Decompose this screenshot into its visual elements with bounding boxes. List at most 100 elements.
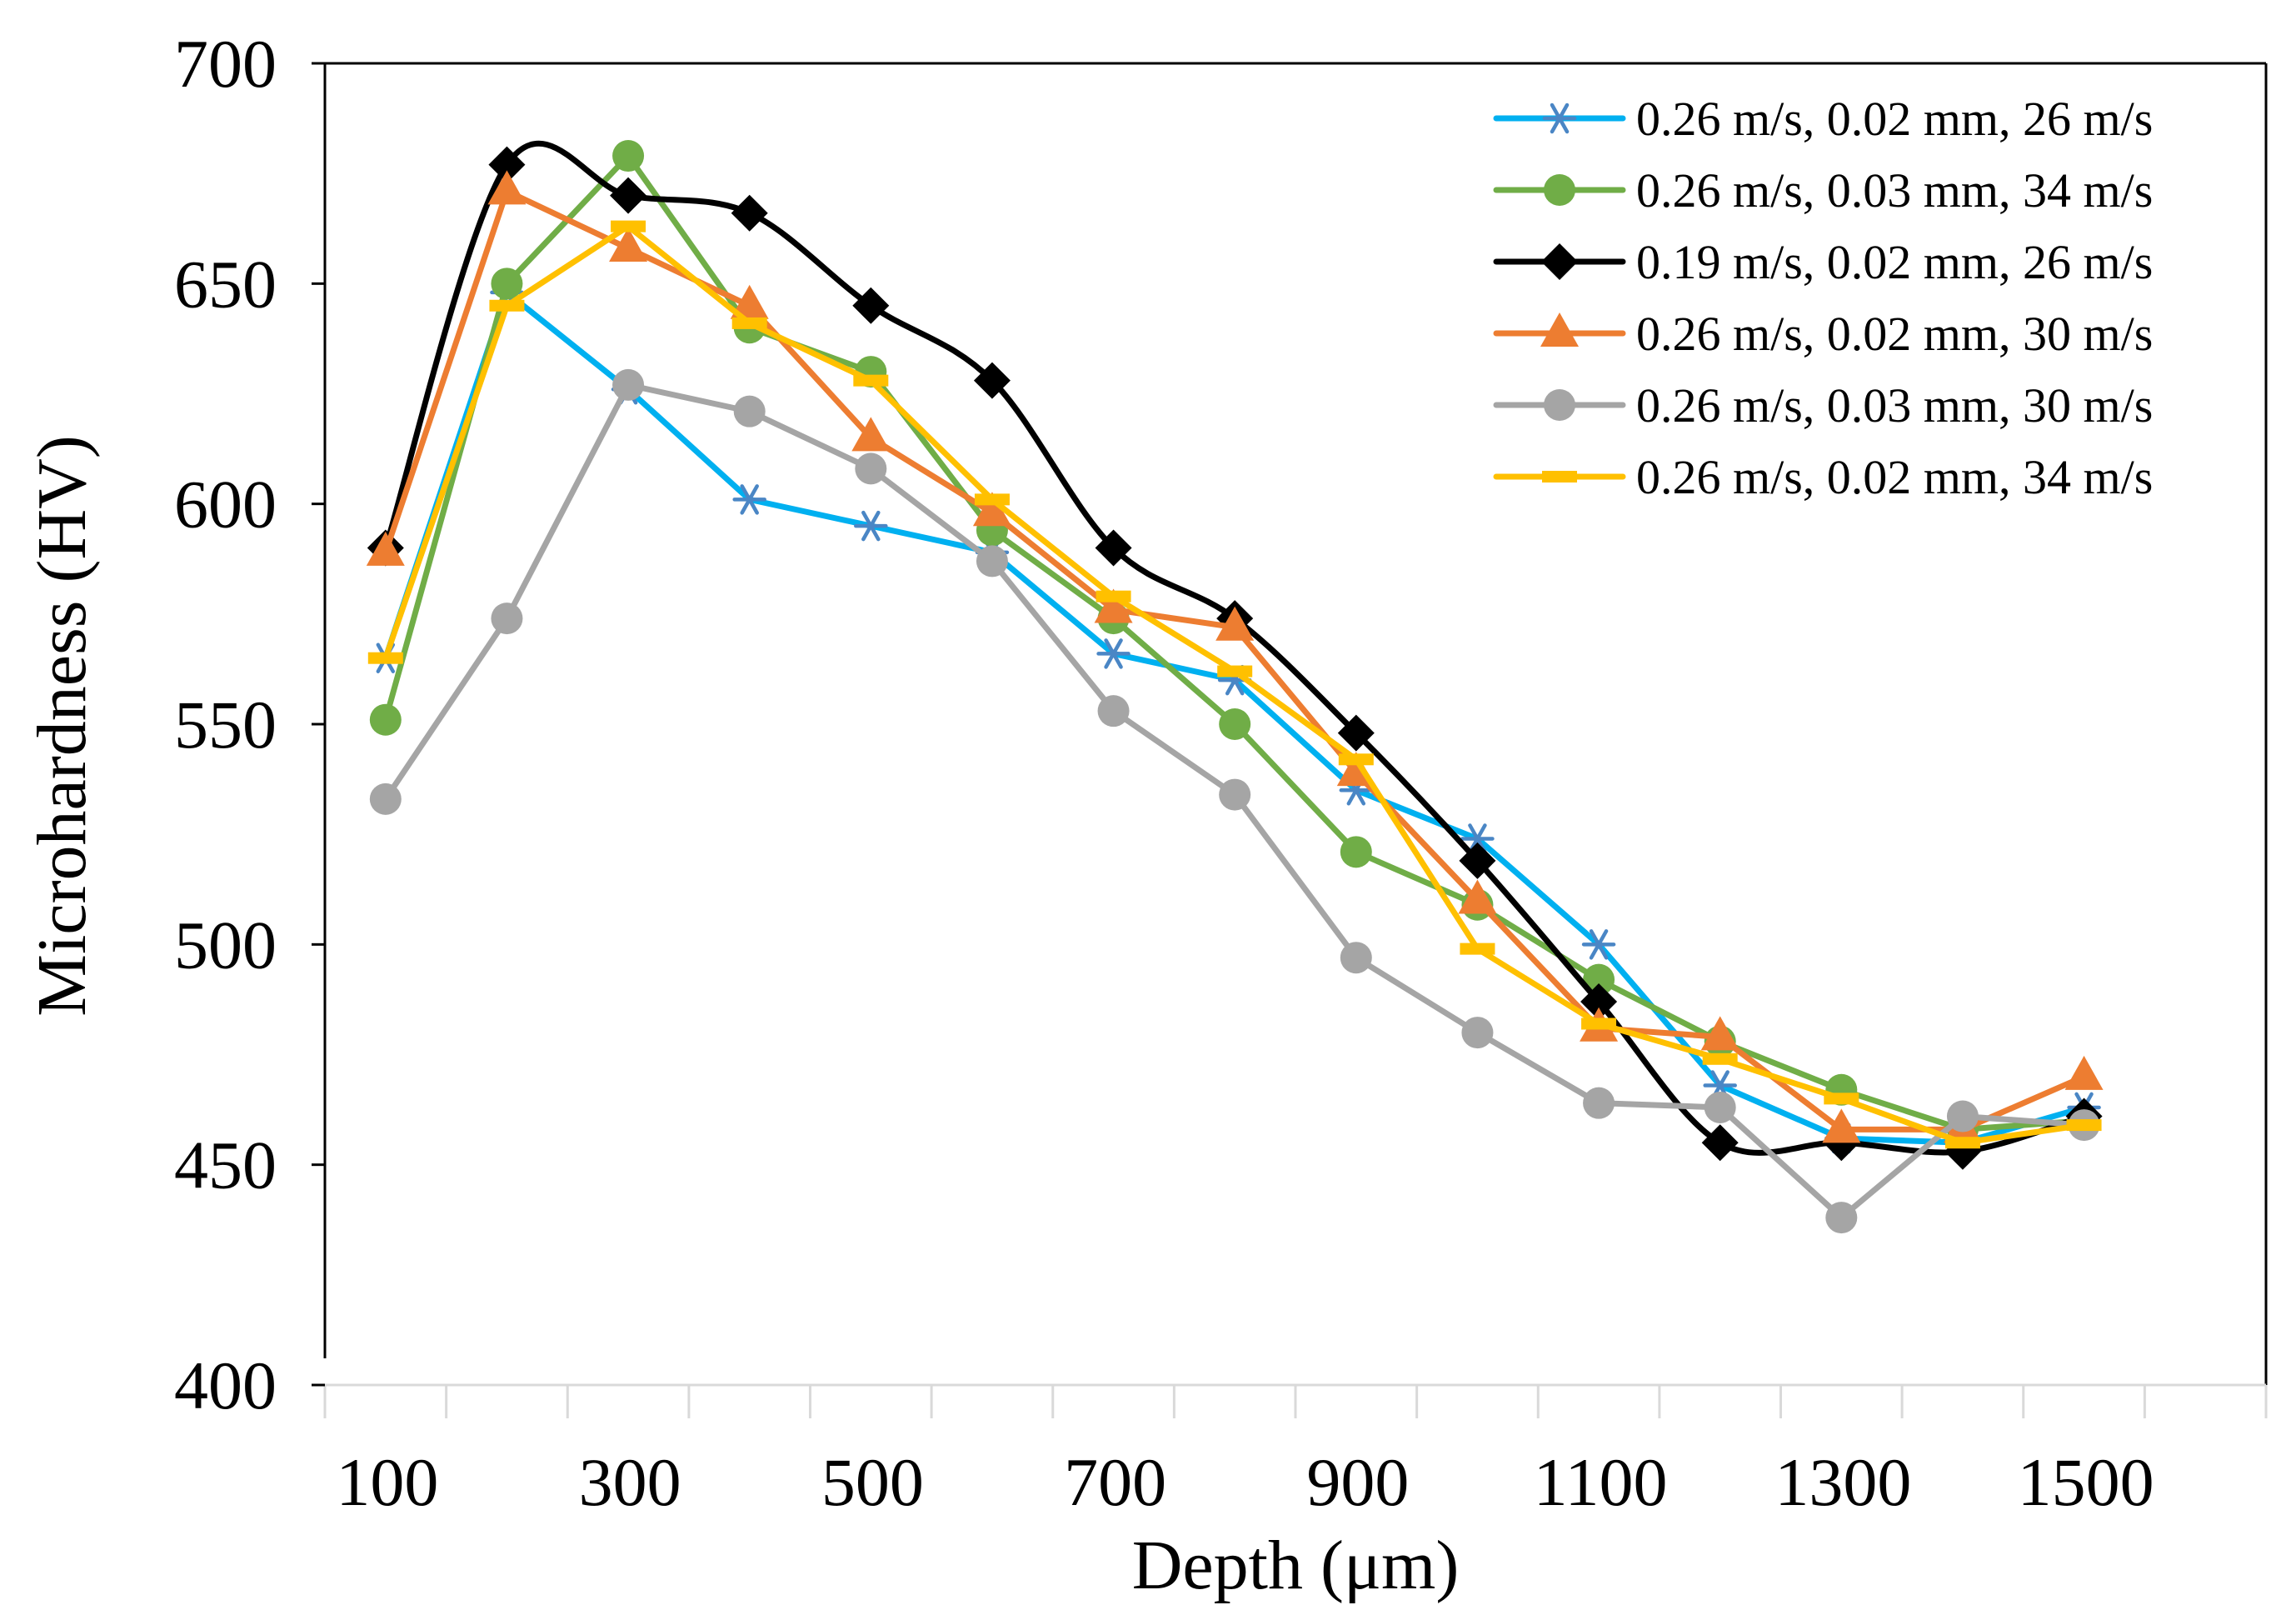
series-2 [369, 140, 2100, 1146]
data-point [1944, 1137, 1980, 1149]
data-point [1096, 590, 1131, 602]
axes: 100 300 500 700 900 1100 1300 1500 400 450 500 550… [174, 26, 2268, 1520]
data-point-stroke [1589, 929, 1609, 960]
data-point [609, 228, 648, 262]
y-tick-label: 650 [174, 246, 277, 322]
series-layer [366, 140, 2104, 1234]
data-point [1219, 708, 1251, 740]
data-point [731, 194, 768, 232]
data-point [1094, 588, 1133, 623]
data-point [491, 602, 523, 635]
data-point [854, 510, 888, 542]
data-point [2064, 1055, 2104, 1090]
series-line [382, 140, 2088, 1156]
data-point-stroke [1550, 102, 1570, 134]
legend-item: 0.26 m/s, 0.02 mm, 34 m/s [1493, 450, 2153, 504]
data-point [851, 417, 891, 452]
data-point [1701, 1124, 1739, 1162]
data-point [1217, 665, 1253, 678]
data-point-stroke [1104, 638, 1123, 669]
series-5 [369, 368, 2100, 1234]
data-point [1542, 471, 1577, 482]
x-axis-ticks: 100 300 500 700 900 1100 1300 1500 [323, 1385, 2268, 1520]
data-point [1459, 842, 1496, 879]
data-point [1340, 942, 1372, 974]
data-point [732, 484, 766, 515]
data-point [1096, 638, 1131, 669]
legend-item: 0.26 m/s, 0.02 mm, 26 m/s [1493, 92, 2153, 146]
y-tick-label: 450 [174, 1128, 277, 1203]
legend-label: 0.26 m/s, 0.03 mm, 34 m/s [1636, 163, 2153, 218]
data-point [1580, 983, 1618, 1021]
y-tick-label: 550 [174, 687, 277, 762]
data-point [1541, 243, 1578, 280]
data-point [973, 362, 1011, 399]
data-point [972, 492, 1011, 527]
data-point [1337, 714, 1375, 752]
data-point-stroke [861, 510, 881, 542]
y-axis-title: Microhardness (HV) [23, 435, 101, 1016]
data-point [1825, 1202, 1858, 1234]
data-point [488, 146, 526, 183]
x-tick-label: 1100 [1534, 1444, 1668, 1520]
data-point [1702, 1052, 1738, 1065]
data-point [1581, 929, 1616, 960]
data-point [369, 782, 402, 815]
legend-item: 0.26 m/s, 0.02 mm, 30 m/s [1493, 307, 2153, 361]
data-point [369, 703, 402, 736]
legend-item: 0.26 m/s, 0.03 mm, 30 m/s [1493, 378, 2153, 432]
data-point [367, 652, 403, 664]
legend-item: 0.19 m/s, 0.02 mm, 26 m/s [1493, 235, 2153, 289]
legend: 0.26 m/s, 0.02 mm, 26 m/s 0.26 m/s, 0.03 … [1493, 92, 2153, 504]
legend-label: 0.19 m/s, 0.02 mm, 26 m/s [1636, 235, 2153, 289]
data-point [1097, 695, 1130, 728]
data-point [487, 170, 527, 205]
data-point [730, 284, 769, 319]
x-tick-label: 700 [1064, 1444, 1166, 1520]
data-point [733, 395, 766, 428]
data-point [1700, 1016, 1739, 1051]
data-point [1824, 1092, 1859, 1105]
legend-label: 0.26 m/s, 0.02 mm, 30 m/s [1636, 307, 2153, 361]
data-point [1340, 836, 1372, 868]
data-point [1704, 1091, 1736, 1123]
x-tick-label: 1300 [1774, 1444, 1911, 1520]
data-point-stroke [740, 484, 759, 515]
x-tick-label: 100 [336, 1444, 438, 1520]
data-point [1540, 312, 1579, 347]
x-axis-title: Depth (μm) [1132, 1527, 1460, 1604]
data-point [1219, 778, 1251, 811]
data-point [1822, 1108, 1861, 1143]
data-point [1946, 1100, 1979, 1132]
data-point [1338, 753, 1374, 766]
y-tick-label: 400 [174, 1348, 277, 1423]
y-tick-label: 600 [174, 467, 277, 542]
data-point [1215, 606, 1255, 641]
legend-label: 0.26 m/s, 0.02 mm, 26 m/s [1636, 92, 2153, 146]
data-point [1461, 1017, 1494, 1049]
data-point [611, 220, 646, 232]
data-point [612, 140, 645, 172]
x-tick-label: 1500 [2018, 1444, 2154, 1520]
data-point [1581, 1018, 1617, 1030]
data-point [491, 268, 523, 300]
data-point [855, 452, 887, 485]
x-tick-label: 300 [579, 1444, 681, 1520]
data-point [612, 368, 645, 401]
x-tick-label: 500 [821, 1444, 924, 1520]
data-point [731, 317, 767, 329]
data-point [366, 531, 405, 566]
series-line [382, 152, 2088, 1132]
series-3 [367, 140, 2103, 1170]
y-axis-ticks: 400 450 500 550 600 650 700 [174, 26, 325, 1423]
data-point [1544, 174, 1575, 206]
data-point [853, 374, 889, 387]
x-tick-label: 900 [1306, 1444, 1409, 1520]
data-point [610, 177, 647, 214]
data-point [976, 545, 1008, 578]
data-point [1542, 102, 1577, 134]
y-tick-label: 500 [174, 907, 277, 982]
data-point [1583, 963, 1615, 996]
series-line [382, 223, 2088, 1146]
data-point [489, 299, 525, 312]
